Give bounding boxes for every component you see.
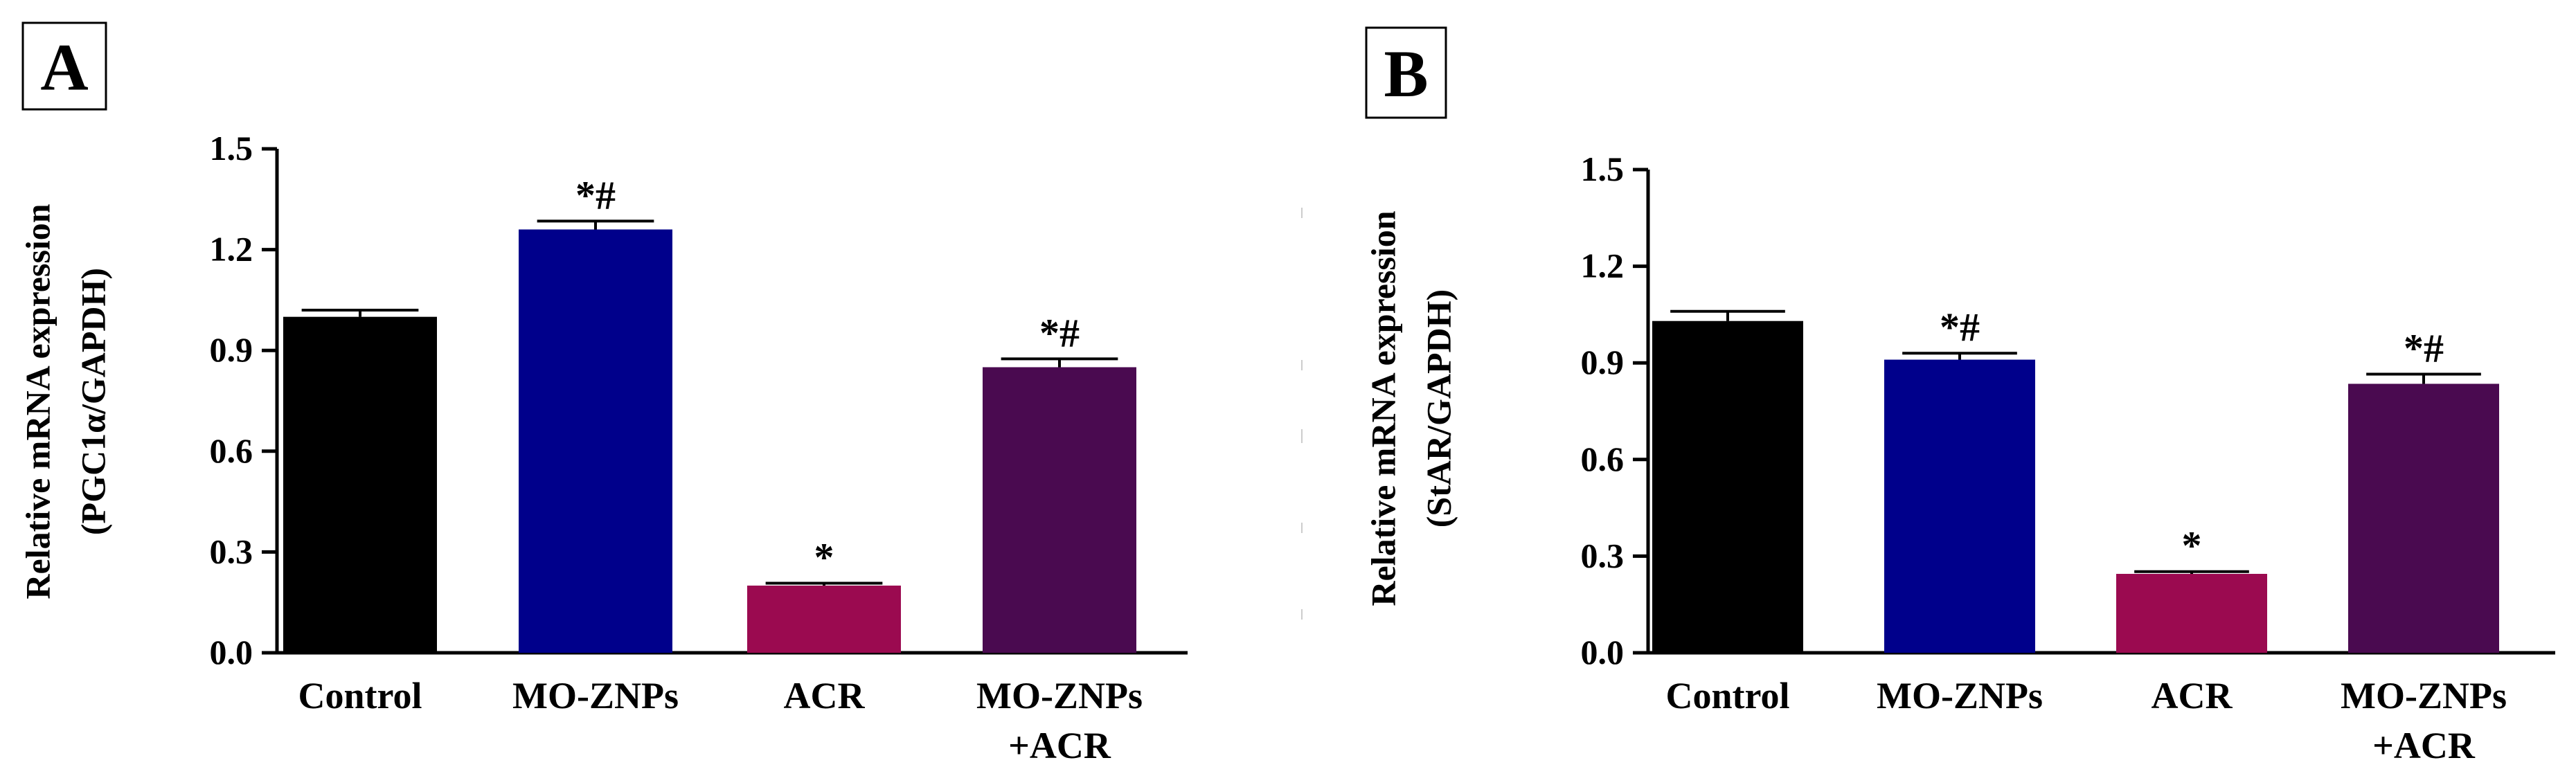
- y-axis-label: Relative mRNA expression: [1363, 210, 1402, 606]
- x-tick-label: Control: [298, 675, 422, 716]
- y-tick-label: 0.0: [210, 633, 253, 671]
- y-tick-label: 1.5: [210, 129, 253, 168]
- significance-annotation: *: [814, 535, 834, 580]
- panel-label-box: [21, 21, 107, 111]
- y-axis-label: Relative mRNA expression: [18, 204, 57, 599]
- significance-annotation: *#: [1940, 305, 1980, 350]
- y-tick-label: 0.9: [1581, 343, 1625, 381]
- bar: [2116, 573, 2267, 653]
- y-tick-label: 0.9: [210, 330, 253, 369]
- y-tick-label: 1.5: [1581, 150, 1625, 188]
- x-tick-label: MO-ZNPs: [976, 675, 1143, 716]
- x-tick-label: MO-ZNPs: [2341, 675, 2507, 716]
- panel-label-box: [1365, 26, 1447, 119]
- significance-annotation: *#: [2404, 325, 2444, 370]
- y-tick-label: 1.2: [210, 230, 253, 269]
- panel-label: A: [40, 30, 88, 105]
- x-tick-label: ACR: [784, 675, 866, 716]
- x-tick-label: MO-ZNPs: [512, 675, 679, 716]
- y-axis-label: (PGC1α/GAPDH): [73, 268, 112, 535]
- x-tick-label: +ACR: [1008, 725, 1111, 766]
- panel-label: B: [1384, 37, 1428, 111]
- bar: [2348, 384, 2499, 653]
- x-tick-label: Control: [1665, 675, 1789, 716]
- y-tick-label: 0.0: [1581, 633, 1625, 671]
- significance-annotation: *#: [1039, 310, 1080, 355]
- y-axis-label: (StAR/GAPDH): [1419, 289, 1458, 527]
- bar: [747, 585, 901, 653]
- y-tick-label: 0.3: [210, 532, 253, 570]
- y-tick-label: 0.3: [1581, 536, 1625, 575]
- x-tick-label: +ACR: [2372, 725, 2476, 766]
- significance-annotation: *: [2182, 523, 2202, 568]
- bar: [983, 367, 1136, 653]
- bar: [1652, 321, 1803, 653]
- y-tick-label: 0.6: [210, 431, 253, 470]
- y-tick-label: 1.2: [1581, 246, 1625, 285]
- x-tick-label: MO-ZNPs: [1877, 675, 2043, 716]
- y-tick-label: 0.6: [1581, 440, 1625, 478]
- bar: [1884, 359, 2035, 653]
- bar: [283, 316, 437, 653]
- bar: [519, 229, 672, 653]
- x-tick-label: ACR: [2152, 675, 2233, 716]
- significance-annotation: *#: [575, 172, 616, 217]
